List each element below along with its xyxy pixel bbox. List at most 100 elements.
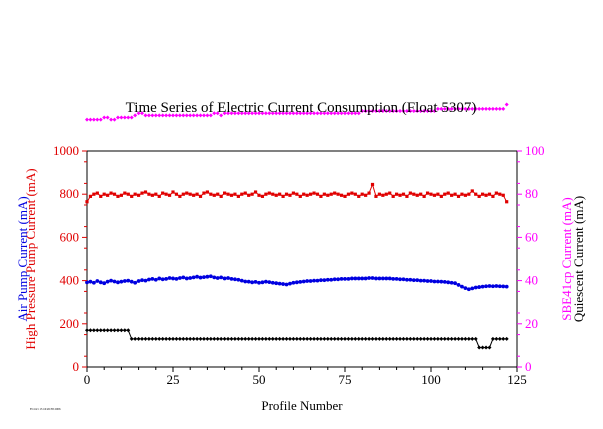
data-point	[497, 106, 502, 111]
data-point	[326, 193, 330, 197]
data-point	[112, 192, 117, 196]
data-point	[411, 336, 416, 341]
data-point	[443, 192, 447, 196]
data-point	[236, 336, 241, 341]
data-point	[374, 194, 378, 198]
data-point	[99, 194, 103, 198]
data-point	[236, 111, 241, 116]
data-point	[205, 274, 210, 279]
data-point	[205, 113, 210, 118]
x-axis-label: Profile Number	[261, 398, 343, 413]
data-point	[466, 287, 471, 292]
data-point	[95, 279, 100, 283]
data-point	[391, 194, 395, 198]
data-point	[229, 276, 234, 281]
data-point	[226, 336, 231, 341]
data-point	[219, 336, 224, 341]
data-point	[243, 279, 248, 284]
data-point	[325, 336, 330, 341]
data-point	[122, 279, 127, 283]
data-point	[281, 282, 285, 286]
data-point	[215, 111, 220, 116]
data-point	[287, 111, 292, 116]
data-point	[477, 106, 482, 111]
data-point	[318, 111, 323, 116]
data-point	[422, 194, 426, 198]
x-tick-label: 0	[84, 372, 91, 387]
data-point	[95, 328, 100, 333]
data-point	[363, 336, 368, 341]
data-point	[222, 111, 227, 116]
data-point	[367, 191, 371, 195]
data-point	[425, 191, 430, 195]
data-point	[339, 276, 344, 281]
data-point	[212, 275, 217, 280]
data-point	[88, 279, 93, 284]
data-point	[305, 111, 310, 116]
data-point	[480, 106, 485, 111]
y-axis-label-air-pump: Air Pump Current (mA)	[15, 196, 30, 321]
data-point	[239, 336, 244, 341]
plot-data	[85, 182, 509, 350]
data-point	[109, 117, 114, 122]
data-point	[322, 278, 327, 283]
data-point	[212, 111, 217, 116]
data-point	[380, 336, 385, 341]
data-point	[188, 192, 192, 196]
data-point	[481, 192, 485, 196]
data-point	[318, 336, 323, 341]
data-point	[329, 111, 334, 116]
data-point	[494, 284, 499, 288]
data-point	[140, 111, 145, 116]
data-point	[377, 192, 381, 196]
data-point	[126, 328, 131, 333]
data-point	[504, 284, 509, 289]
data-point	[398, 109, 403, 114]
data-point	[429, 336, 433, 341]
data-point	[278, 192, 282, 196]
sbe41cp-series	[85, 102, 509, 122]
data-point	[281, 336, 286, 341]
data-point	[146, 336, 151, 341]
data-point	[473, 285, 478, 290]
data-point	[122, 115, 127, 120]
data-point	[98, 280, 103, 285]
data-point	[233, 277, 237, 282]
data-point	[322, 111, 327, 116]
data-point	[250, 280, 255, 285]
data-point	[484, 345, 489, 350]
data-point	[209, 192, 213, 196]
data-point	[191, 336, 196, 341]
data-point	[494, 336, 499, 341]
data-point	[236, 194, 240, 198]
data-point	[129, 279, 134, 284]
data-point	[349, 276, 354, 281]
data-point	[504, 102, 509, 107]
data-point	[136, 111, 141, 116]
y-left-tick-label: 0	[73, 359, 80, 374]
data-point	[287, 336, 292, 341]
data-point	[147, 277, 151, 282]
data-point	[233, 192, 237, 196]
data-point	[294, 280, 299, 285]
data-point	[387, 276, 392, 281]
data-point	[298, 279, 303, 284]
data-point	[174, 192, 179, 196]
y-left-tick-label: 400	[60, 273, 80, 288]
data-point	[157, 336, 162, 341]
data-point	[343, 336, 347, 341]
data-point	[188, 336, 193, 341]
data-point	[374, 276, 378, 281]
data-point	[171, 276, 175, 281]
data-point	[415, 336, 420, 341]
data-point	[474, 192, 478, 196]
data-point	[105, 115, 110, 120]
data-point	[260, 280, 265, 285]
data-point	[85, 280, 89, 285]
data-point	[198, 275, 203, 280]
data-point	[253, 279, 258, 284]
data-point	[167, 336, 172, 341]
data-point	[411, 109, 416, 114]
data-point	[312, 278, 316, 283]
data-point	[291, 111, 296, 116]
